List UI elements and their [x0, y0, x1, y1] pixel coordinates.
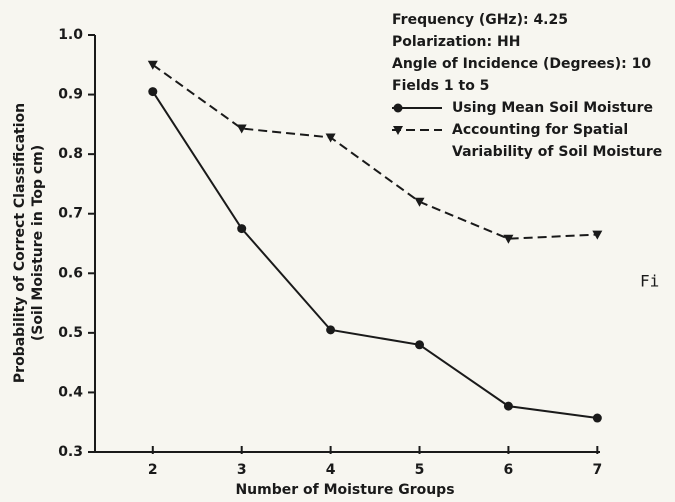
legend-label: Accounting for Spatial Variability of So… [452, 122, 663, 160]
marker [147, 60, 158, 70]
annotation: Fields 1 to 5 [392, 78, 489, 94]
y-tick-label: 0.7 [58, 206, 83, 222]
marker [326, 325, 336, 335]
marker [592, 230, 603, 240]
marker [415, 340, 425, 350]
marker [325, 133, 336, 143]
marker [236, 124, 247, 134]
x-tick-label: 4 [326, 462, 336, 478]
x-tick-label: 6 [504, 462, 514, 478]
series-line [152, 63, 598, 240]
annotation: Angle of Incidence (Degrees): 10 [392, 56, 651, 72]
x-tick-label: 2 [148, 462, 158, 478]
marker [592, 413, 602, 423]
marker [237, 224, 247, 234]
y-tick-label: 0.4 [58, 384, 83, 400]
marker [393, 126, 403, 135]
y-tick-label: 0.6 [58, 265, 83, 281]
x-tick-label: 7 [592, 462, 602, 478]
annotation: Frequency (GHz): 4.25 [392, 12, 568, 28]
y-axis-label: Probability of Correct Classification [12, 103, 28, 383]
legend-box: Using Mean Soil Moisture [452, 100, 653, 116]
y-axis-label: (Soil Moisture in Top cm) [30, 145, 46, 341]
marker [393, 103, 403, 113]
y-tick-label: 1.0 [58, 27, 83, 43]
x-tick-label: 5 [415, 462, 425, 478]
marker [503, 401, 513, 411]
y-tick-label: 0.3 [58, 444, 83, 460]
marker [414, 197, 425, 207]
y-tick-label: 0.8 [58, 146, 83, 162]
annotation: Polarization: HH [392, 34, 520, 50]
marker [503, 234, 514, 244]
y-tick-label: 0.5 [58, 325, 83, 341]
legend-box: Accounting for Spatial Variability of So… [452, 122, 663, 160]
x-axis-label: Number of Moisture Groups [235, 482, 454, 498]
side-text: Fi [640, 272, 659, 291]
series-line [151, 91, 598, 420]
legend-label: Using Mean Soil Moisture [452, 100, 653, 116]
y-tick-label: 0.9 [58, 87, 83, 103]
marker [148, 87, 158, 97]
x-tick-label: 3 [237, 462, 247, 478]
